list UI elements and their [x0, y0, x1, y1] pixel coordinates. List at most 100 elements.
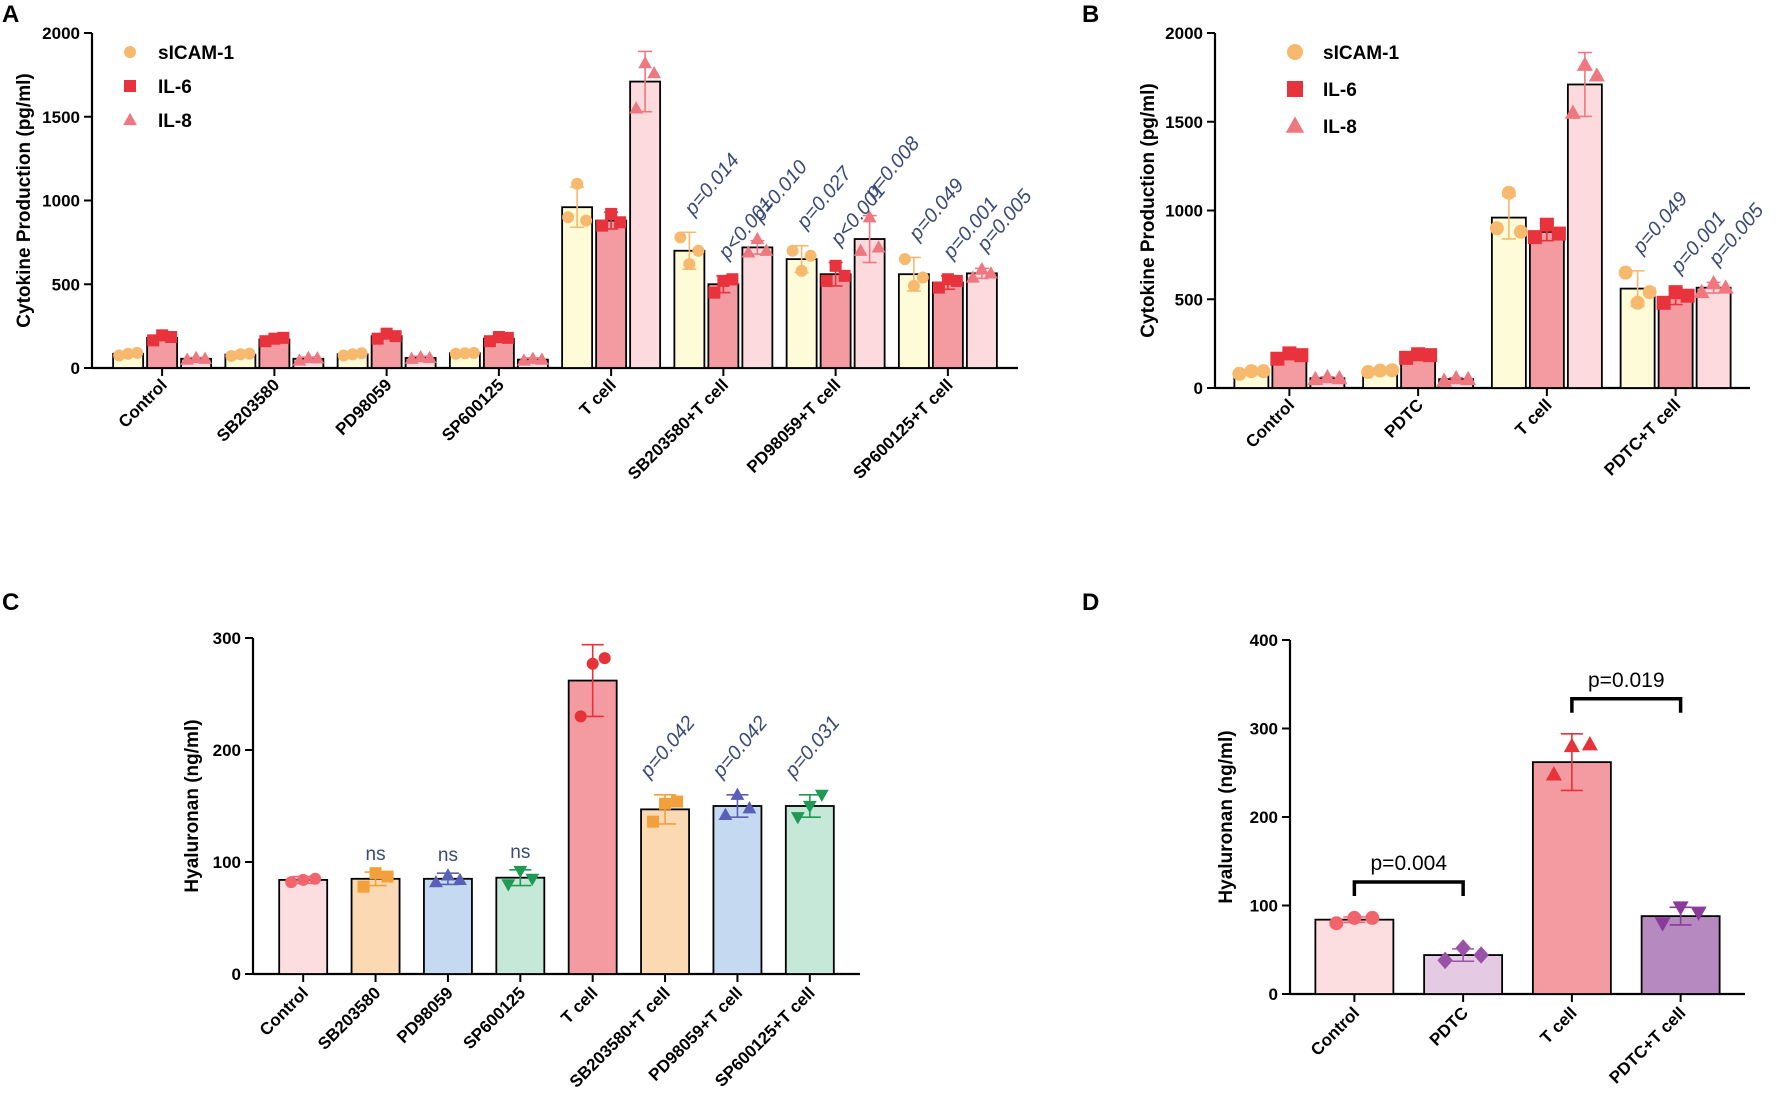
data-point: [441, 868, 455, 881]
data-point: [659, 797, 672, 810]
data-point: [389, 330, 402, 343]
panel-letter: C: [2, 589, 19, 616]
chart-panel-d: 0 100 200 300 400 Hyaluronan (ng/ml) D Control P…: [1082, 589, 1745, 1087]
y-tick-label: 500: [1175, 290, 1203, 309]
legend-label: IL-6: [1323, 80, 1357, 101]
data-point: [1411, 347, 1426, 362]
data-point: [574, 710, 587, 723]
significance-bracket: [1570, 697, 1683, 713]
data-point: [671, 795, 684, 808]
data-point: [449, 347, 462, 360]
legend-marker: [123, 112, 137, 126]
bar: [1314, 918, 1395, 995]
bar: [819, 273, 852, 369]
data-point: [750, 231, 765, 245]
data-point: [1501, 185, 1516, 200]
data-point: [838, 269, 851, 282]
data-point: [1423, 348, 1438, 363]
data-point: [1656, 295, 1671, 310]
y-axis-title: Hyaluronan (ng/ml): [182, 719, 203, 892]
data-point: [1563, 737, 1580, 753]
category-label: Control: [115, 375, 171, 431]
bar: [1566, 83, 1603, 389]
data-point: [1690, 906, 1707, 921]
legend-marker: [1285, 116, 1305, 133]
data-point: [1307, 370, 1324, 386]
data-point: [453, 872, 467, 886]
data-point: [525, 351, 540, 364]
category-label: T cell: [1512, 395, 1556, 439]
data-point: [1705, 274, 1722, 290]
data-point: [413, 349, 428, 363]
p-value-label: p=0.042: [635, 712, 699, 783]
y-tick-label: 0: [1194, 379, 1203, 398]
bar: [278, 879, 329, 975]
bar: [1531, 761, 1612, 995]
data-point: [708, 286, 721, 299]
data-point: [683, 258, 696, 271]
data-point: [629, 101, 644, 114]
data-point: [1294, 348, 1309, 363]
data-point: [730, 787, 745, 800]
data-point: [1436, 372, 1453, 387]
y-tick-label: 200: [1250, 808, 1278, 827]
data-point: [586, 657, 599, 670]
bar: [1657, 296, 1694, 389]
data-point: [726, 273, 739, 286]
bar: [1640, 915, 1721, 995]
category-label: SP600125: [438, 375, 508, 445]
panel-letter: B: [1082, 1, 1099, 28]
category-label: PD98059: [393, 983, 457, 1047]
y-tick-label: 2000: [1165, 24, 1203, 43]
data-point: [122, 347, 135, 360]
data-point: [534, 352, 549, 365]
data-point: [301, 350, 316, 364]
data-point: [165, 331, 178, 344]
bar: [931, 281, 964, 369]
category-label: T cell: [576, 375, 620, 419]
y-tick-label: 200: [213, 741, 241, 760]
data-point: [225, 349, 238, 362]
p-value-label: p=0.014: [680, 150, 744, 221]
data-point: [1319, 368, 1336, 384]
significance-bracket: [1352, 880, 1465, 897]
category-label: SP600125+T cell: [849, 375, 956, 482]
data-point: [614, 216, 627, 229]
y-tick-label: 300: [213, 629, 241, 648]
legend-marker: [1287, 44, 1303, 60]
y-axis-title: Hyaluronan (ng/ml): [1216, 730, 1237, 903]
legend-label: IL-6: [158, 77, 192, 98]
data-point: [355, 347, 368, 360]
data-point: [1347, 910, 1362, 925]
legend-label: IL-8: [1323, 117, 1357, 138]
data-point: [277, 331, 290, 344]
data-point: [907, 279, 920, 292]
data-point: [1361, 365, 1376, 380]
data-point: [741, 245, 756, 258]
data-point: [898, 253, 911, 266]
data-point: [1329, 916, 1344, 931]
data-point: [1588, 67, 1605, 82]
panel-letter: D: [1082, 589, 1099, 616]
p-value-label: p=0.031: [780, 712, 844, 783]
data-point: [1680, 288, 1695, 303]
chart-panel-a: 0 500 1000 1500 2000 Cytokine Production (pg/…: [2, 1, 1037, 483]
y-tick-label: 400: [1250, 631, 1278, 650]
y-tick-label: 0: [1269, 985, 1278, 1004]
y-tick-label: 0: [232, 965, 241, 984]
data-point: [1630, 295, 1645, 310]
data-point: [804, 249, 817, 262]
data-point: [950, 274, 963, 287]
data-point: [853, 243, 868, 256]
data-point: [1672, 901, 1689, 916]
data-point: [692, 244, 705, 257]
ns-label: ns: [438, 845, 458, 866]
data-point: [983, 266, 998, 279]
data-point: [1527, 230, 1542, 245]
data-point: [571, 177, 584, 190]
data-point: [501, 879, 516, 892]
data-point: [742, 801, 757, 814]
data-point: [802, 800, 817, 814]
data-point: [786, 244, 799, 257]
